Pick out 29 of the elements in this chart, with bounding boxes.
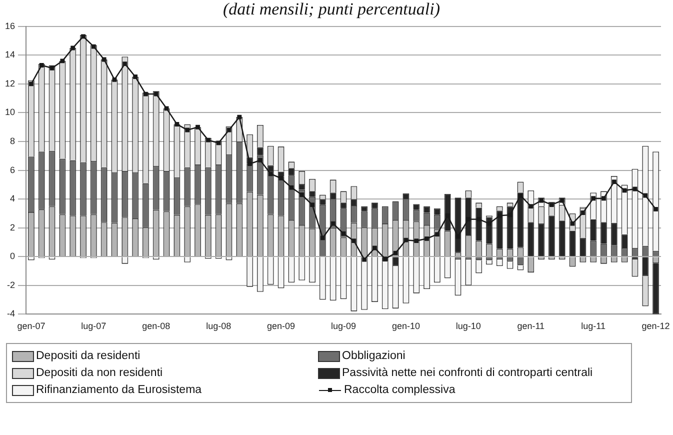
y-tick-label: 4 [10, 194, 16, 204]
x-tick-label: lug-08 [206, 321, 232, 332]
x-tick-label: gen-07 [17, 321, 46, 332]
y-tick-label: 14 [4, 50, 16, 60]
y-tick-label: 12 [4, 78, 16, 88]
x-tick-label: gen-09 [267, 321, 296, 332]
y-tick-label: 10 [4, 107, 16, 118]
legend-label: Depositi da non residenti [36, 367, 163, 379]
y-tick-label: 6 [10, 164, 16, 175]
legend-label: Obbligazioni [342, 350, 406, 362]
x-tick-label: gen-11 [517, 321, 545, 332]
y-tick-label: -4 [6, 308, 16, 319]
x-tick-label: lug-11 [581, 321, 606, 332]
legend-label: Rifinanziamento da Eurosistema [36, 384, 202, 396]
x-tick-label: lug-10 [456, 321, 481, 332]
legend-label: Depositi da residenti [36, 350, 140, 362]
y-tick-label: 8 [10, 136, 16, 146]
legend-label: Raccolta complessiva [344, 384, 456, 396]
chart-subtitle: (dati mensili; punti percentuali) [222, 0, 440, 19]
x-tick-label: gen-12 [642, 321, 670, 332]
y-tick-label: -2 [6, 280, 16, 290]
x-tick-label: lug-09 [330, 321, 356, 332]
y-tick-label: 16 [4, 20, 16, 31]
x-tick-label: lug-07 [81, 321, 106, 332]
legend-label: Passività nette nei confronti di controparti centrali [342, 367, 593, 379]
x-tick-label: gen-10 [392, 321, 420, 332]
y-tick-label: 2 [10, 222, 16, 232]
y-tick-label: 0 [10, 251, 16, 262]
x-tick-label: gen-08 [142, 321, 170, 332]
